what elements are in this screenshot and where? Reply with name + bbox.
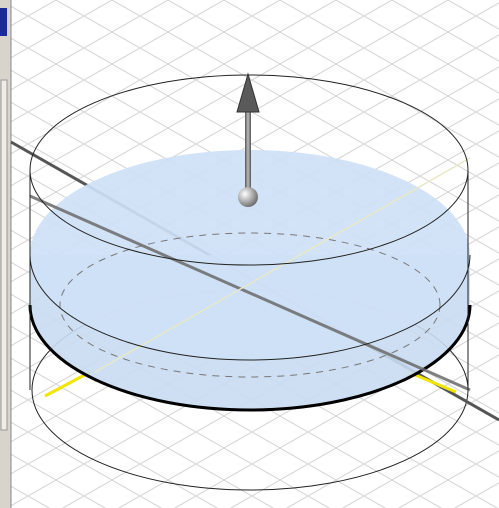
- panel-scroll: [0, 79, 8, 431]
- arrow-handle[interactable]: [238, 187, 258, 207]
- axis-line-over: [29, 194, 471, 392]
- disk-bottom-edge: [28, 304, 472, 412]
- arrow-shaft: [245, 108, 251, 196]
- hidden-edge: [59, 232, 441, 378]
- bound-top-ellipse: [29, 74, 469, 266]
- disk-top: [30, 150, 470, 360]
- disk-top-front-edge: [29, 254, 471, 361]
- arrow-head: [236, 72, 260, 113]
- secondary-axis: [94, 157, 471, 373]
- panel-tab: [0, 8, 7, 36]
